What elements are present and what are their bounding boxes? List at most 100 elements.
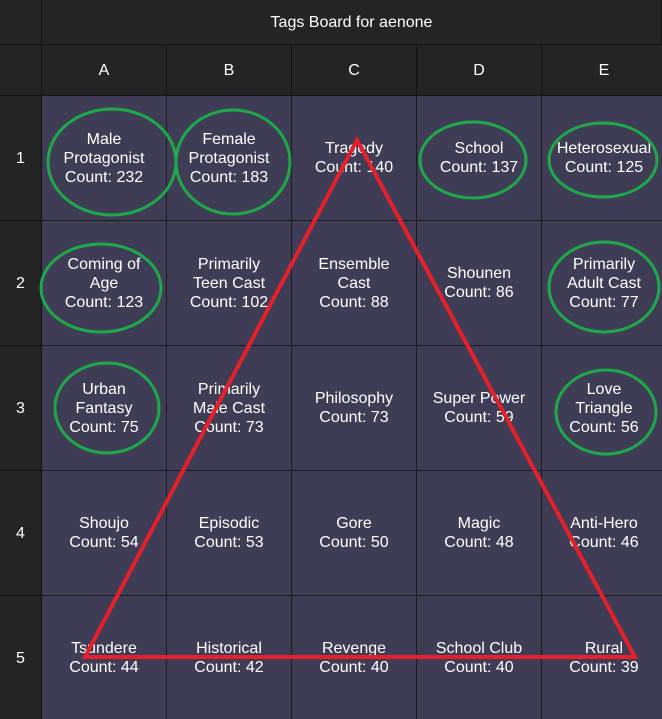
tag-name: Episodic: [198, 515, 260, 532]
row-header: 1: [0, 96, 42, 221]
tag-name: Heterosexual: [556, 140, 652, 157]
tag-cell: Philosophy Count: 73: [292, 346, 417, 471]
tag-name: Historical: [196, 640, 262, 657]
tag-name: Revenge: [321, 640, 387, 657]
tag-name: Cast: [337, 274, 371, 292]
tag-cell: Primarily Adult Cast Count: 77: [542, 221, 662, 346]
tag-cell: Super Power Count: 59: [417, 346, 542, 471]
tag-name: Male Cast: [192, 399, 266, 417]
tag-name: School: [454, 140, 504, 157]
tag-name: Primarily: [572, 255, 636, 273]
tag-count: Count: 73: [194, 418, 264, 436]
tag-name: Gore: [336, 515, 372, 532]
tag-name: School Club: [435, 640, 523, 657]
tag-count: Count: 73: [319, 409, 389, 426]
tag-cell: Urban Fantasy Count: 75: [42, 346, 167, 471]
tag-count: Count: 54: [69, 534, 139, 551]
tag-count: Count: 183: [189, 168, 269, 186]
row-header: 2: [0, 221, 42, 346]
tag-count: Count: 50: [319, 534, 389, 551]
tag-count: Count: 48: [444, 534, 514, 551]
tag-name: Shounen: [446, 265, 512, 282]
tag-name: Fantasy: [75, 399, 133, 417]
tag-cell: Shoujo Count: 54: [42, 471, 167, 596]
tag-cell: Ensemble Cast Count: 88: [292, 221, 417, 346]
column-label: D: [473, 61, 485, 79]
tag-cell: Female Protagonist Count: 183: [167, 96, 292, 221]
tag-count: Count: 123: [64, 293, 144, 311]
tag-cell: Love Triangle Count: 56: [542, 346, 662, 471]
row-header: 3: [0, 346, 42, 471]
tag-name: Protagonist: [63, 149, 145, 167]
tag-name: Coming of: [67, 255, 141, 273]
column-header: B: [167, 45, 292, 96]
tag-name: Triangle: [575, 399, 633, 417]
tag-count: Count: 39: [569, 659, 639, 676]
tag-count: Count: 77: [569, 293, 639, 311]
column-header: E: [542, 45, 662, 96]
tag-count: Count: 232: [64, 168, 144, 186]
tag-name: Super Power: [432, 390, 526, 407]
row-header: 5: [0, 596, 42, 719]
tag-cell: Revenge Count: 40: [292, 596, 417, 719]
tag-name: Tragedy: [324, 140, 384, 157]
tag-cell: Rural Count: 39: [542, 596, 662, 719]
tag-cell: Magic Count: 48: [417, 471, 542, 596]
title: Tags Board for aenone: [270, 13, 433, 31]
tag-name: Shoujo: [79, 515, 129, 532]
tag-name: Female: [202, 130, 256, 148]
tag-count: Count: 53: [194, 534, 264, 551]
column-label: B: [223, 61, 235, 79]
tag-name: Urban: [82, 380, 126, 398]
tag-name: Male: [86, 130, 122, 148]
column-header: A: [42, 45, 167, 96]
tag-name: Rural: [584, 640, 624, 657]
column-label: A: [98, 61, 110, 79]
column-header: C: [292, 45, 417, 96]
tag-cell: Gore Count: 50: [292, 471, 417, 596]
row-label: 4: [16, 524, 25, 542]
tag-name: Tsundere: [71, 640, 137, 657]
tag-cell: Historical Count: 42: [167, 596, 292, 719]
tag-count: Count: 137: [439, 159, 519, 176]
tag-cell: Heterosexual Count: 125: [542, 96, 662, 221]
tag-name: Philosophy: [314, 390, 394, 407]
tag-count: Count: 42: [194, 659, 264, 676]
column-label: C: [348, 61, 360, 79]
tag-name: Teen Cast: [192, 274, 266, 292]
tag-cell: Tsundere Count: 44: [42, 596, 167, 719]
tag-name: Primarily: [197, 255, 261, 273]
tag-cell: Coming of Age Count: 123: [42, 221, 167, 346]
tag-name: Anti-Hero: [570, 515, 638, 532]
tag-name: Love: [586, 380, 622, 398]
tag-count: Count: 125: [564, 159, 644, 176]
tag-count: Count: 44: [69, 659, 139, 676]
tag-name: Magic: [457, 515, 501, 532]
tag-count: Count: 40: [319, 659, 389, 676]
tag-cell: Primarily Teen Cast Count: 102: [167, 221, 292, 346]
tag-count: Count: 102: [189, 293, 269, 311]
tag-cell: School Club Count: 40: [417, 596, 542, 719]
row-label: 5: [16, 649, 25, 667]
corner: [0, 45, 42, 96]
tag-name: Adult Cast: [567, 274, 641, 292]
tag-count: Count: 40: [444, 659, 514, 676]
tag-count: Count: 59: [444, 409, 514, 426]
tag-cell: School Count: 137: [417, 96, 542, 221]
tag-count: Count: 140: [314, 159, 394, 176]
tag-name: Ensemble: [318, 255, 390, 273]
tag-count: Count: 75: [69, 418, 139, 436]
tag-cell: Male Protagonist Count: 232: [42, 96, 167, 221]
tag-cell: Primarily Male Cast Count: 73: [167, 346, 292, 471]
tag-name: Primarily: [197, 380, 261, 398]
tag-name: Protagonist: [188, 149, 270, 167]
tag-cell: Shounen Count: 86: [417, 221, 542, 346]
column-header: D: [417, 45, 542, 96]
tag-count: Count: 88: [319, 293, 389, 311]
row-header: 4: [0, 471, 42, 596]
row-label: 3: [16, 399, 25, 417]
row-label: 1: [16, 149, 25, 167]
tag-count: Count: 86: [444, 284, 514, 301]
column-label: E: [598, 61, 610, 79]
